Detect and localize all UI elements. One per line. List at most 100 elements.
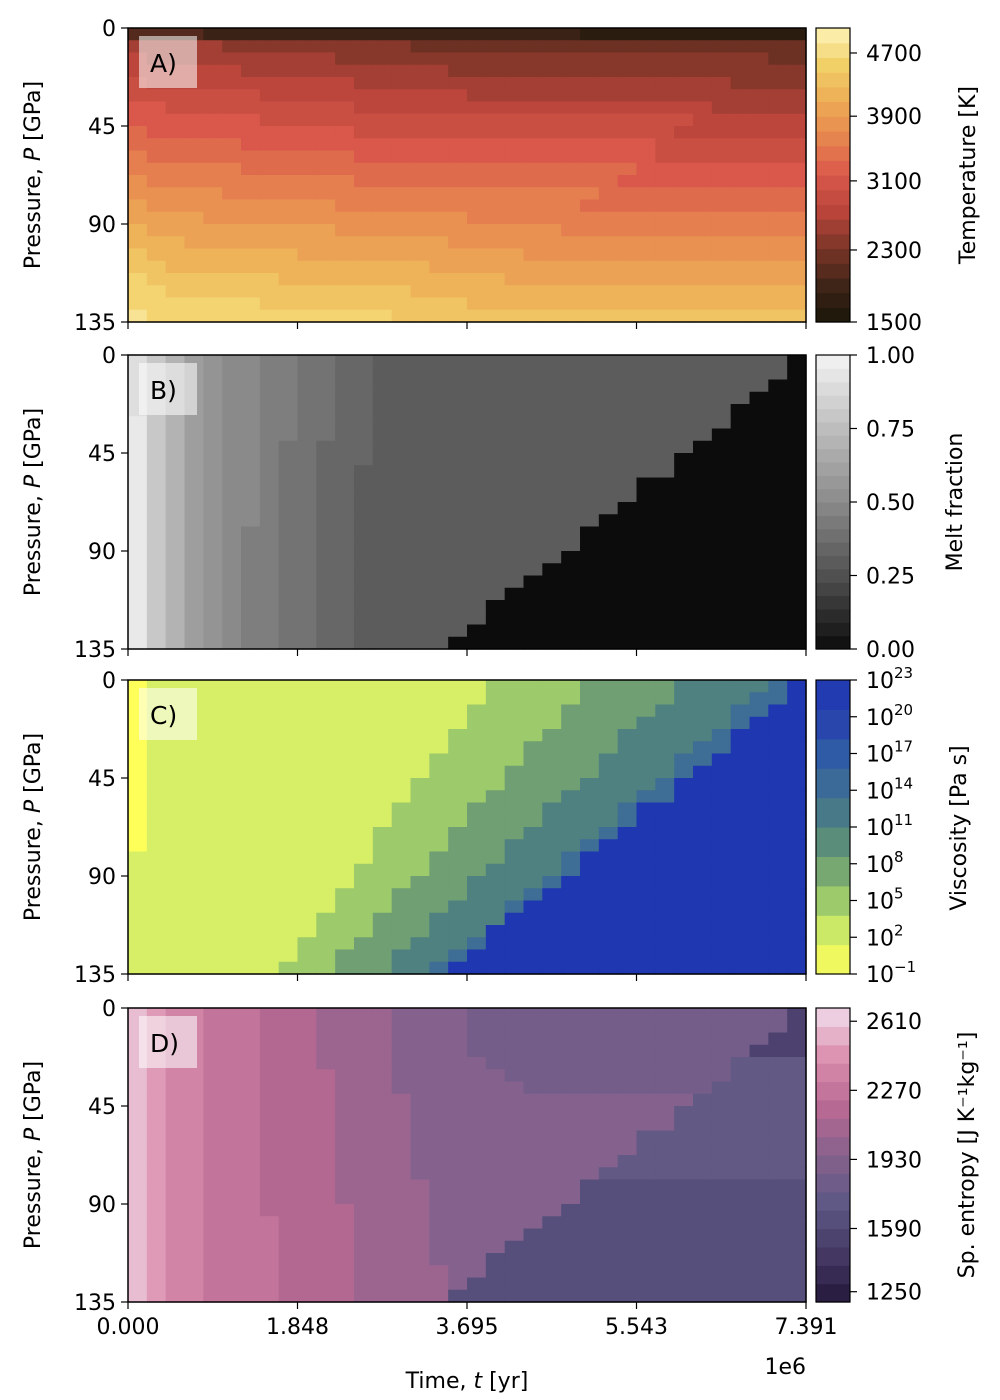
heatmap-cell — [203, 692, 223, 706]
heatmap-cell — [128, 1081, 148, 1095]
heatmap-cell — [354, 612, 374, 626]
heatmap-cell — [674, 1191, 694, 1205]
heatmap-cell — [297, 1130, 317, 1144]
heatmap-cell — [711, 790, 732, 804]
heatmap-cell — [448, 692, 468, 706]
heatmap-cell — [297, 575, 317, 589]
heatmap-cell — [523, 949, 543, 963]
heatmap-cell — [146, 187, 167, 201]
heatmap-cell — [617, 827, 638, 840]
heatmap-cell — [467, 925, 487, 938]
heatmap-cell — [184, 273, 204, 286]
heatmap-cell — [674, 1032, 694, 1046]
heatmap-cell — [693, 28, 713, 41]
heatmap-cell — [184, 224, 204, 237]
heatmap-cell — [542, 514, 562, 528]
heatmap-cell — [278, 297, 299, 311]
heatmap-cell — [636, 790, 656, 804]
heatmap-cell — [165, 636, 186, 650]
heatmap-cell — [448, 1228, 468, 1242]
heatmap-cell — [523, 1020, 543, 1034]
heatmap-cell — [580, 1155, 600, 1168]
heatmap-cell — [580, 211, 600, 225]
heatmap-cell — [580, 113, 600, 127]
heatmap-cell — [391, 150, 412, 164]
heatmap-cell — [561, 187, 581, 201]
heatmap-cell — [580, 900, 600, 914]
heatmap-cell — [372, 753, 393, 767]
heatmap-cell — [241, 949, 261, 963]
heatmap-cell — [542, 101, 562, 115]
heatmap-cell — [542, 814, 562, 828]
heatmap-cell — [730, 636, 751, 650]
heatmap-cell — [617, 1289, 638, 1303]
heatmap-cell — [316, 416, 336, 430]
heatmap-cell — [128, 1069, 148, 1083]
heatmap-cell — [429, 961, 449, 975]
heatmap-cell — [222, 526, 242, 540]
heatmap-cell — [241, 465, 261, 479]
heatmap-cell — [730, 52, 751, 66]
heatmap-cell — [542, 477, 562, 491]
heatmap-cell — [259, 391, 280, 405]
heatmap-cell — [448, 489, 468, 503]
heatmap-cell — [693, 199, 713, 213]
heatmap-cell — [467, 1020, 487, 1034]
heatmap-cell — [730, 680, 751, 693]
heatmap-cell — [636, 900, 656, 914]
heatmap-cell — [730, 1179, 751, 1193]
heatmap-cell — [354, 162, 374, 176]
heatmap-cell — [297, 162, 317, 176]
heatmap-cell — [222, 1142, 242, 1156]
heatmap-cell — [598, 138, 619, 152]
heatmap-cell — [165, 309, 186, 323]
heatmap-cell — [504, 113, 525, 127]
heatmap-cell — [297, 404, 317, 417]
heatmap-cell — [391, 716, 412, 730]
heatmap-cell — [184, 502, 204, 515]
heatmap-cell — [429, 465, 449, 479]
heatmap-cell — [297, 1277, 317, 1291]
heatmap-cell — [203, 1289, 223, 1303]
heatmap-cell — [598, 477, 619, 491]
heatmap-cell — [410, 1032, 430, 1046]
heatmap-cell — [504, 285, 525, 299]
heatmap-cell — [655, 211, 675, 225]
heatmap-cell — [542, 526, 562, 540]
heatmap-cell — [580, 187, 600, 201]
heatmap-cell — [410, 1277, 430, 1291]
heatmap-cell — [617, 563, 638, 577]
heatmap-cell — [768, 64, 788, 78]
heatmap-cell — [184, 113, 204, 127]
heatmap-cell — [504, 224, 525, 237]
heatmap-cell — [128, 89, 148, 103]
heatmap-cell — [542, 113, 562, 127]
heatmap-cell — [655, 1020, 675, 1034]
heatmap-cell — [335, 863, 355, 877]
heatmap-cell — [655, 1142, 675, 1156]
heatmap-cell — [448, 587, 468, 601]
heatmap-cell — [372, 187, 393, 201]
colorbar-tick-label: 3900 — [866, 105, 922, 130]
heatmap-cell — [655, 1191, 675, 1205]
heatmap-cell — [259, 1155, 280, 1168]
colorbar-segment — [816, 768, 850, 799]
heatmap-cell — [561, 765, 581, 779]
heatmap-cell — [674, 961, 694, 975]
heatmap-cell — [711, 888, 732, 902]
heatmap-cell — [448, 138, 468, 152]
heatmap-cell — [768, 1253, 788, 1266]
heatmap-cell — [316, 876, 336, 889]
heatmap-cell — [542, 440, 562, 454]
colorbar-segment — [816, 116, 850, 132]
heatmap-cell — [335, 1167, 355, 1181]
panel-a-label-box — [139, 36, 197, 88]
heatmap-cell — [448, 526, 468, 540]
y-tick-label: 135 — [74, 311, 116, 336]
heatmap-cell — [410, 538, 430, 552]
heatmap-cell — [467, 1289, 487, 1303]
heatmap-cell — [241, 391, 261, 405]
heatmap-cell — [203, 101, 223, 115]
heatmap-cell — [222, 888, 242, 902]
